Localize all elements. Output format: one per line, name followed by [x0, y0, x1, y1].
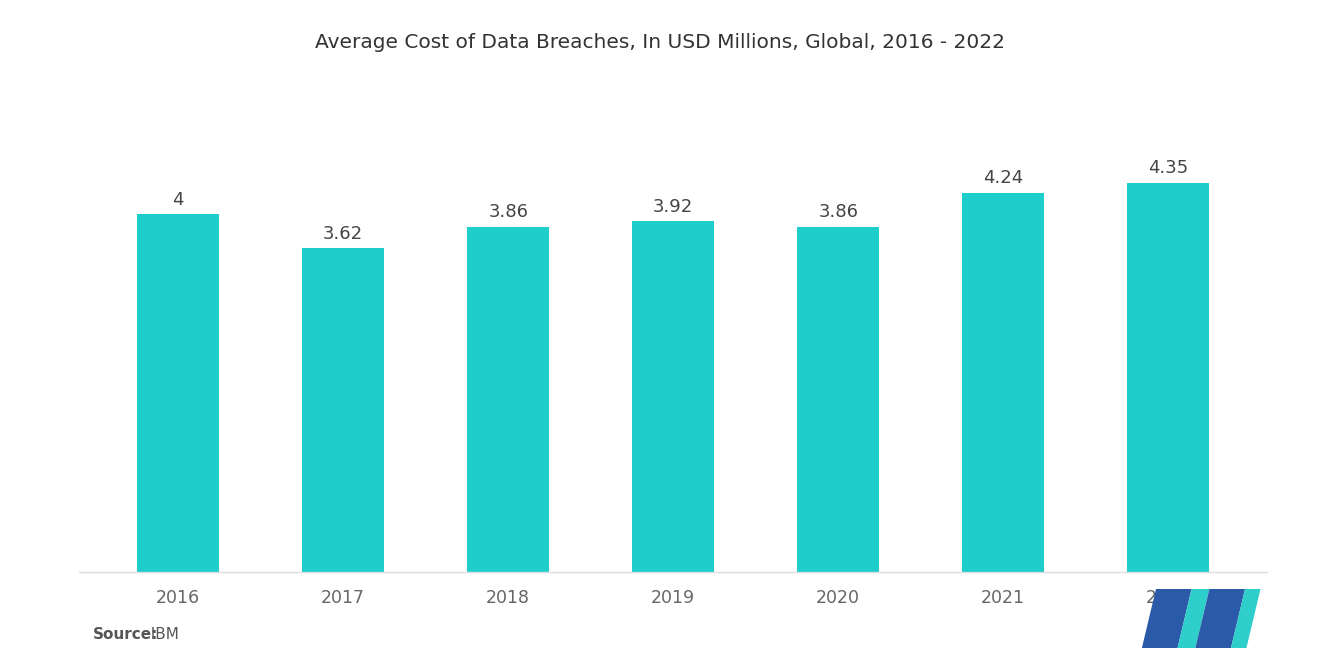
Text: 3.86: 3.86 — [818, 203, 858, 221]
Bar — [962, 193, 1044, 572]
Text: Average Cost of Data Breaches, In USD Millions, Global, 2016 - 2022: Average Cost of Data Breaches, In USD Mi… — [315, 33, 1005, 53]
Text: 3.92: 3.92 — [653, 198, 693, 216]
Bar — [797, 227, 879, 572]
Text: 4: 4 — [173, 191, 183, 209]
Polygon shape — [1177, 589, 1209, 648]
Text: IBM: IBM — [141, 626, 180, 642]
Bar — [137, 214, 219, 572]
Bar — [1127, 183, 1209, 572]
Text: 3.86: 3.86 — [488, 203, 528, 221]
Text: 4.35: 4.35 — [1148, 160, 1188, 178]
Bar — [467, 227, 549, 572]
Polygon shape — [1142, 589, 1192, 648]
Text: 3.62: 3.62 — [323, 225, 363, 243]
Polygon shape — [1230, 589, 1261, 648]
Bar — [302, 248, 384, 572]
Polygon shape — [1196, 589, 1245, 648]
Text: 4.24: 4.24 — [983, 169, 1023, 187]
Text: Source:: Source: — [92, 626, 158, 642]
Bar — [632, 221, 714, 572]
